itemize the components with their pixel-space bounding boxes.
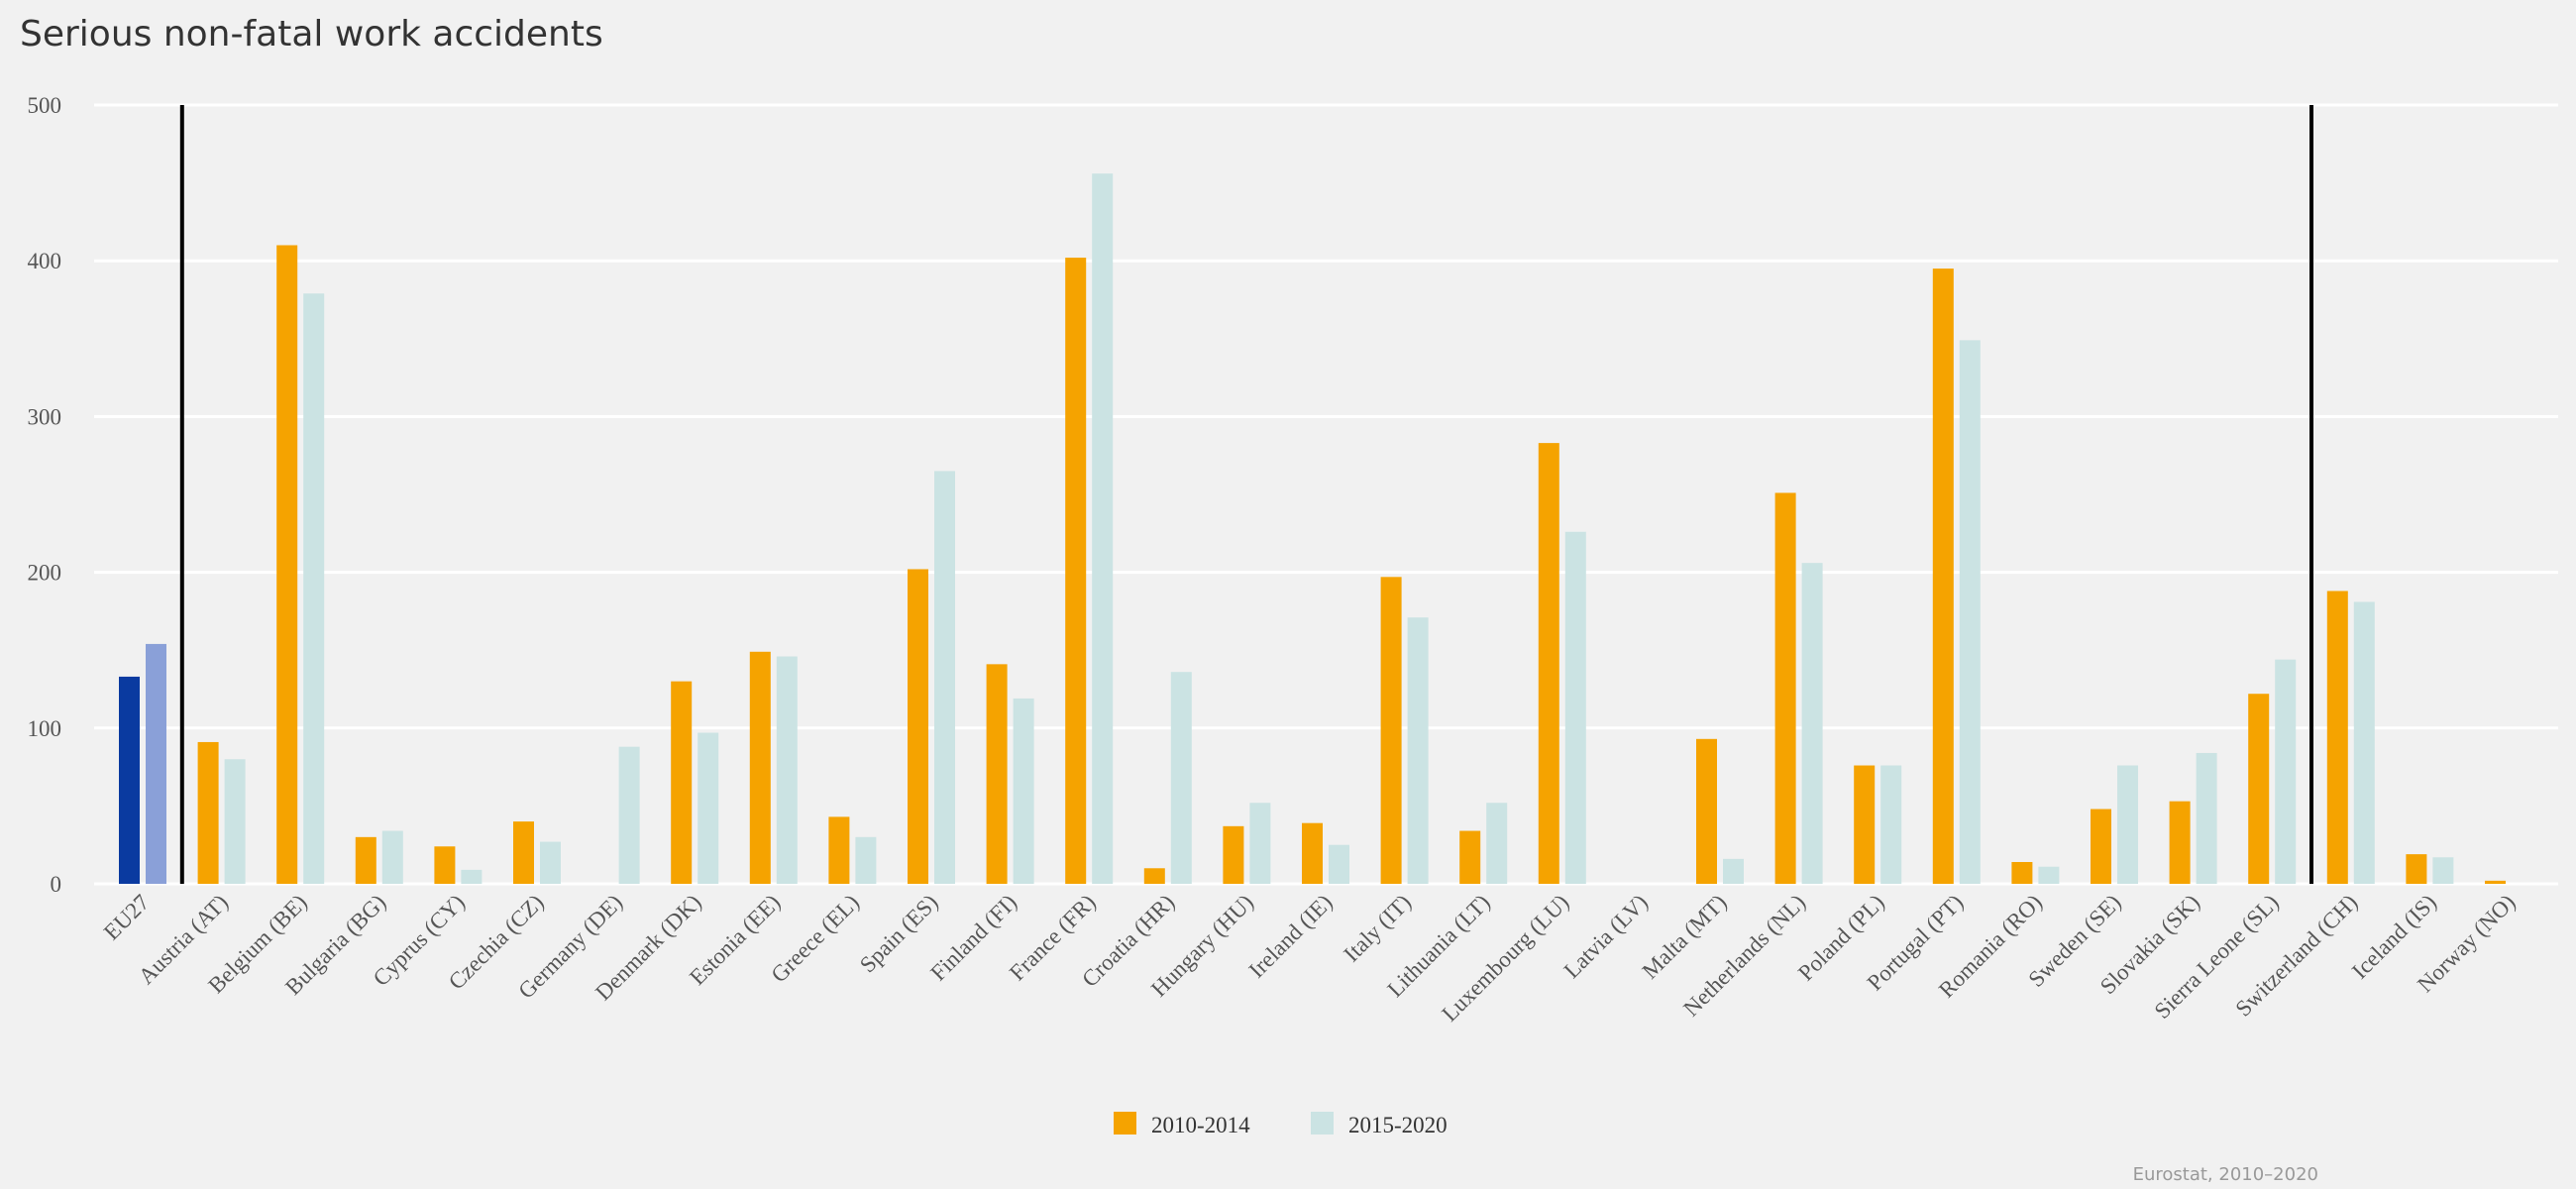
bar-2015-2020	[1801, 563, 1823, 884]
bar-2010-2014	[197, 741, 219, 884]
bar-2015-2020	[1013, 698, 1034, 884]
source-note: Eurostat, 2010–2020	[2133, 1164, 2318, 1185]
y-tick-label: 0	[51, 872, 62, 897]
bar-2010-2014	[1459, 830, 1481, 884]
bar-2010-2014	[1538, 443, 1559, 884]
bar-2010-2014	[1143, 868, 1165, 884]
legend: 2010-2014 2015-2020	[1114, 1112, 1448, 1137]
bar-2015-2020	[698, 732, 719, 884]
gridlines	[94, 103, 2558, 886]
bar-2010-2014	[671, 681, 693, 884]
bar-2010-2014	[2485, 880, 2506, 884]
bar-2015-2020	[618, 746, 640, 884]
legend-label: 2010-2014	[1151, 1113, 1250, 1137]
legend-swatch	[1114, 1112, 1136, 1135]
y-tick-label: 500	[28, 93, 62, 118]
legend-swatch	[1311, 1112, 1334, 1135]
y-axis-ticks: 0 100 200 300 400 500	[28, 93, 62, 897]
bar-2015-2020	[2038, 866, 2060, 884]
bar-2015-2020	[381, 830, 403, 884]
bar-2015-2020	[2196, 752, 2217, 884]
bar-2010-2014	[355, 836, 376, 884]
bar-2010-2014	[2169, 801, 2191, 884]
bar-2010-2014	[119, 676, 140, 884]
bar-2010-2014	[2011, 861, 2033, 884]
bars	[119, 173, 2506, 885]
y-tick-label: 200	[28, 561, 62, 586]
chart-title: Serious non-fatal work accidents	[20, 14, 603, 54]
bar-2010-2014	[2406, 854, 2427, 884]
bar-2015-2020	[461, 869, 483, 884]
bar-2015-2020	[2353, 601, 2375, 884]
bar-2015-2020	[1407, 617, 1429, 884]
bar-2015-2020	[2117, 765, 2138, 884]
bar-2015-2020	[540, 841, 561, 884]
y-tick-label: 100	[28, 716, 62, 741]
bar-2015-2020	[776, 656, 798, 884]
bar-2015-2020	[934, 471, 955, 884]
bar-2010-2014	[828, 816, 850, 884]
bar-2010-2014	[749, 651, 771, 884]
bar-2015-2020	[224, 759, 246, 884]
bar-2015-2020	[2432, 857, 2454, 884]
bar-2015-2020	[1486, 803, 1508, 884]
bar-2010-2014	[1380, 577, 1402, 884]
bar-2010-2014	[1854, 765, 1876, 884]
bar-2015-2020	[1959, 340, 1981, 884]
bar-2010-2014	[1932, 269, 1954, 884]
x-category-label: Ireland (IE)	[1244, 890, 1338, 983]
bar-2015-2020	[1329, 844, 1349, 884]
bar-2010-2014	[1774, 492, 1796, 884]
bar-2015-2020	[1880, 765, 1902, 884]
bar-2010-2014	[1223, 825, 1244, 884]
bar-2015-2020	[146, 643, 166, 884]
bar-2015-2020	[1723, 858, 1744, 884]
bar-2015-2020	[1170, 672, 1192, 884]
y-tick-label: 400	[28, 249, 62, 273]
bar-2010-2014	[2248, 694, 2270, 884]
bar-2010-2014	[434, 846, 456, 884]
bar-2015-2020	[855, 836, 877, 884]
bar-2010-2014	[2326, 591, 2348, 884]
bar-2015-2020	[2275, 659, 2297, 884]
bar-2010-2014	[276, 245, 298, 885]
bar-2010-2014	[1065, 258, 1087, 884]
bar-2010-2014	[513, 821, 534, 884]
bar-2015-2020	[303, 293, 325, 884]
bar-2015-2020	[1564, 531, 1586, 884]
bar-2015-2020	[1092, 173, 1114, 885]
bar-2010-2014	[2091, 809, 2111, 884]
bar-2010-2014	[908, 569, 928, 884]
bar-2015-2020	[1249, 803, 1271, 884]
bar-2010-2014	[1302, 822, 1323, 884]
bar-2010-2014	[1696, 738, 1717, 884]
group-separators	[179, 105, 2313, 884]
x-category-label: Italy (IT)	[1339, 890, 1416, 967]
y-tick-label: 300	[28, 404, 62, 429]
bar-2010-2014	[986, 664, 1008, 884]
legend-label: 2015-2020	[1348, 1113, 1448, 1137]
x-category-label: EU27	[99, 890, 155, 945]
x-category-label: Latvia (LV)	[1559, 890, 1653, 983]
